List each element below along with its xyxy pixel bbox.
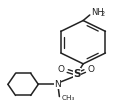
Text: NH: NH: [91, 8, 104, 17]
Text: O: O: [88, 65, 95, 74]
Text: 2: 2: [101, 11, 105, 17]
Text: S: S: [74, 69, 81, 79]
Text: O: O: [58, 65, 65, 74]
Text: N: N: [54, 80, 61, 89]
Text: CH₃: CH₃: [62, 95, 75, 101]
